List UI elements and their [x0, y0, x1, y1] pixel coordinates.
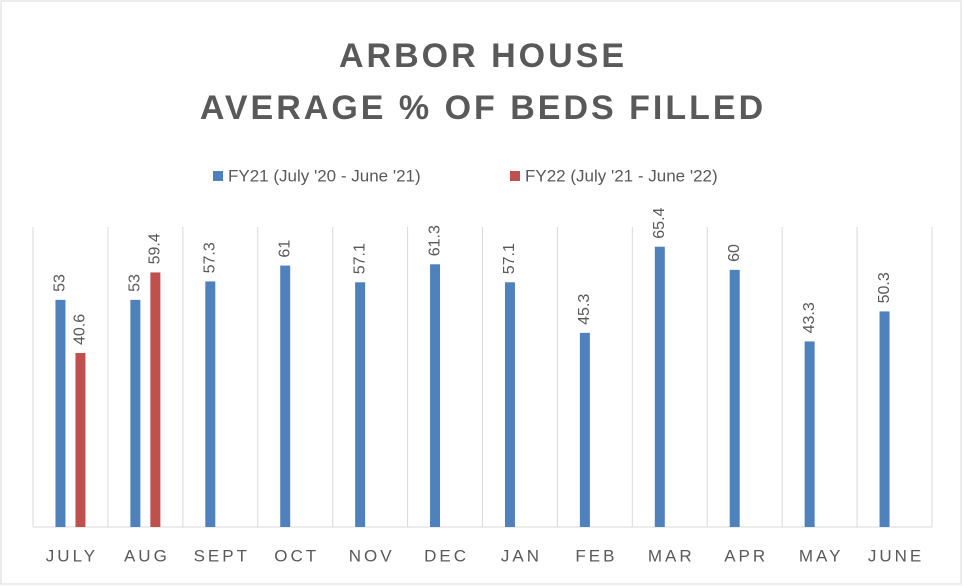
bar	[729, 269, 740, 527]
bar	[504, 282, 515, 527]
x-tick-label: OCT	[274, 546, 319, 565]
bar	[879, 311, 890, 527]
data-label: 61	[276, 240, 293, 258]
x-tick-label: JAN	[501, 546, 542, 565]
data-label: 43.3	[801, 302, 818, 333]
data-label: 53	[52, 274, 69, 292]
data-label: 65.4	[651, 207, 668, 238]
bar	[280, 265, 291, 527]
bar	[579, 332, 590, 527]
x-tick-label: SEPT	[194, 546, 250, 565]
x-tick-label: NOV	[349, 546, 395, 565]
x-tick-label: FEB	[575, 546, 617, 565]
bar	[75, 353, 86, 527]
data-label: 40.6	[72, 314, 89, 345]
data-label: 57.3	[202, 242, 219, 273]
bar	[804, 341, 815, 527]
chart-title: AVERAGE % OF BEDS FILLED	[200, 89, 766, 127]
x-tick-label: APR	[724, 546, 768, 565]
legend-label: FY21 (July '20 - June '21)	[228, 166, 421, 185]
bar	[355, 282, 366, 527]
bar	[654, 246, 665, 527]
data-label: 50.3	[876, 272, 893, 303]
bar	[150, 272, 161, 527]
data-label: 57.1	[351, 243, 368, 274]
data-label: 61.3	[426, 225, 443, 256]
x-tick-label: MAR	[648, 546, 695, 565]
bar	[130, 299, 141, 527]
x-tick-label: JUNE	[868, 546, 924, 565]
bar	[205, 281, 216, 527]
legend-swatch	[213, 171, 223, 181]
x-tick-label: AUG	[124, 546, 170, 565]
data-label: 60	[726, 244, 743, 262]
x-tick-label: MAY	[799, 546, 844, 565]
chart-title: ARBOR HOUSE	[339, 37, 627, 75]
bar	[55, 299, 66, 527]
x-tick-label: JULY	[46, 546, 98, 565]
data-label: 53	[127, 274, 144, 292]
bar	[430, 264, 441, 527]
data-label: 57.1	[501, 243, 518, 274]
data-label: 59.4	[147, 233, 164, 264]
legend-swatch	[510, 171, 520, 181]
legend-label: FY22 (July '21 - June '22)	[525, 166, 718, 185]
x-tick-label: DEC	[424, 546, 469, 565]
data-label: 45.3	[576, 294, 593, 325]
